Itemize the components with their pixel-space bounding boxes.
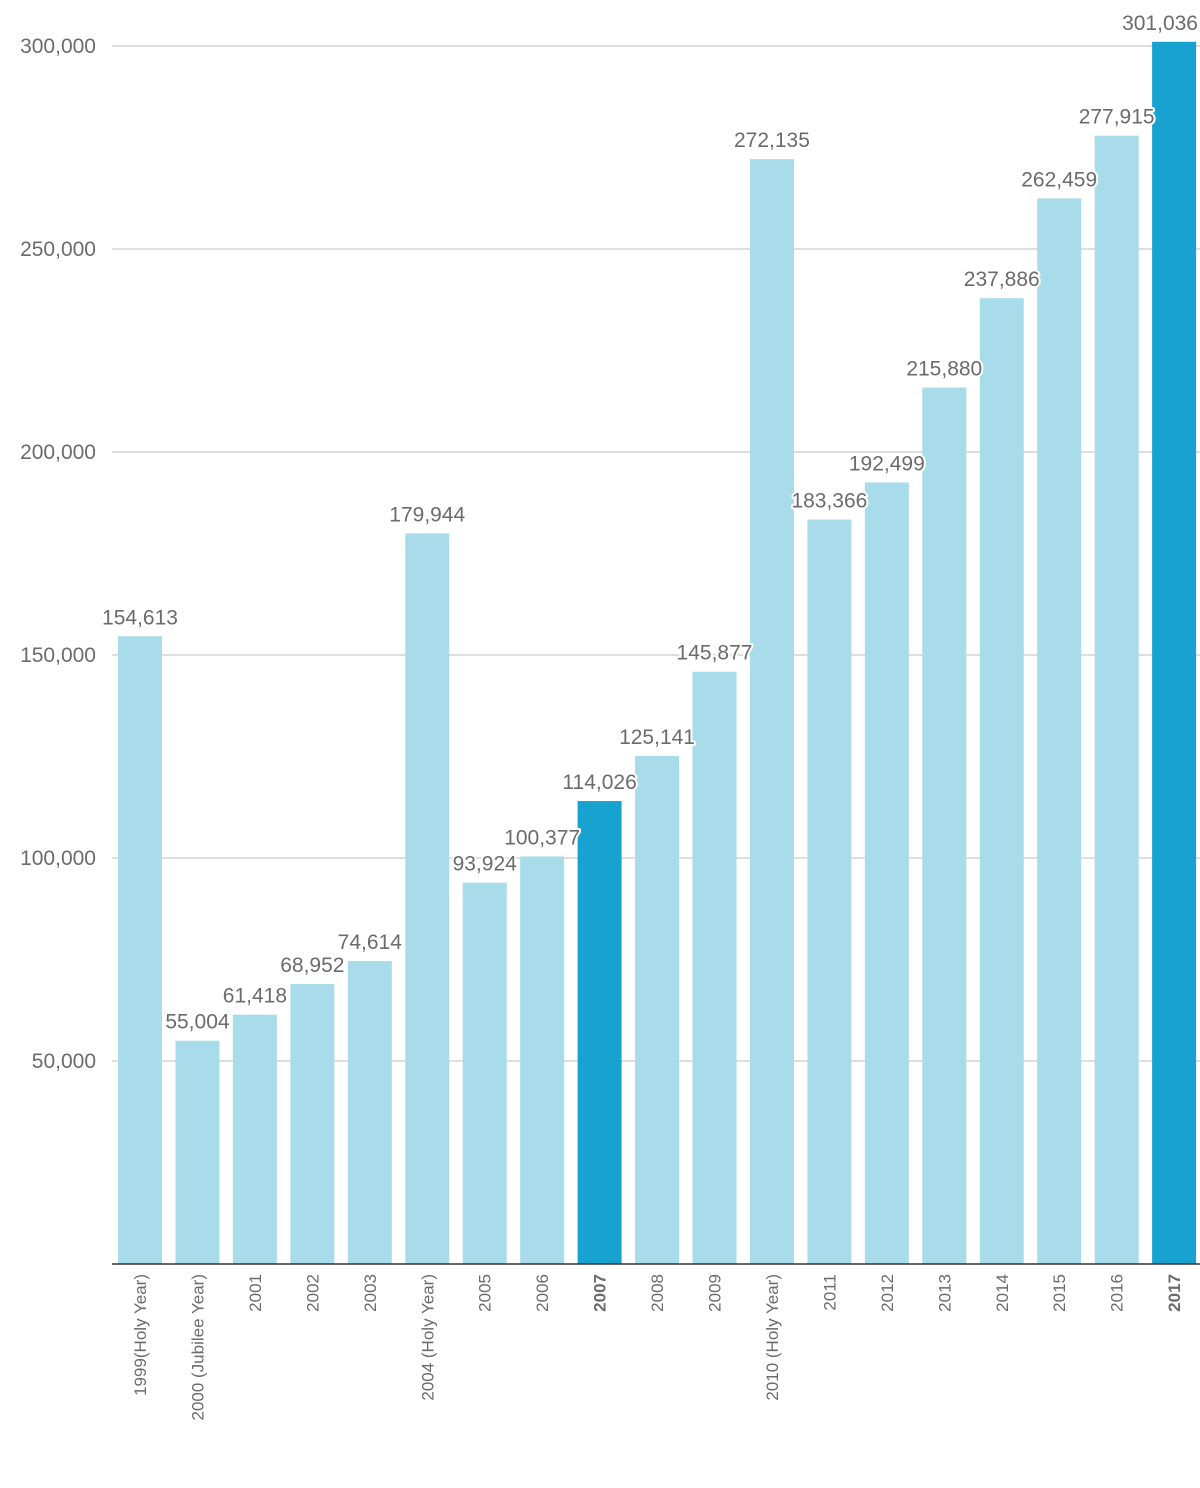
bar-2007	[577, 801, 622, 1264]
y-tick-label: 150,000	[20, 644, 96, 667]
value-label: 192,499	[849, 452, 925, 475]
bar-2015	[1037, 198, 1082, 1264]
value-label: 272,135	[734, 129, 810, 152]
x-tick-label: 2001	[246, 1274, 265, 1312]
x-tick-label: 2003	[361, 1274, 380, 1312]
bar-2016	[1094, 135, 1139, 1265]
x-tick-label: 2015	[1050, 1274, 1069, 1312]
bar-2000	[175, 1040, 220, 1264]
y-tick-label: 50,000	[32, 1050, 96, 1073]
value-label: 100,377	[504, 826, 580, 849]
bar-2002	[290, 984, 335, 1264]
y-axis-ticks: 50,000 100,000 150,000 200,000 250,000 300,00…	[20, 35, 96, 1073]
y-tick-label: 200,000	[20, 441, 96, 464]
y-tick-label: 300,000	[20, 35, 96, 58]
x-axis-labels: 1999(Holy Year) 2000 (Jubilee Year) 2001 20…	[131, 1274, 1184, 1421]
bar-2005	[462, 882, 507, 1264]
x-tick-label: 2007	[591, 1274, 610, 1312]
y-tick-label: 100,000	[20, 847, 96, 870]
value-label: 301,036	[1122, 12, 1198, 35]
x-tick-label: 2005	[476, 1274, 495, 1312]
value-label: 68,952	[280, 954, 344, 977]
x-tick-label: 2017	[1165, 1274, 1184, 1312]
bar-2008	[635, 755, 680, 1264]
bar-2003	[347, 961, 392, 1264]
value-label: 93,924	[453, 853, 518, 876]
value-label: 237,886	[964, 268, 1040, 291]
bar-2011	[807, 519, 852, 1264]
value-label: 262,459	[1021, 168, 1097, 191]
bar-2014	[979, 298, 1024, 1264]
bar-2012	[864, 482, 909, 1264]
x-tick-label: 2016	[1108, 1274, 1127, 1312]
value-label: 179,944	[389, 503, 465, 526]
x-tick-label: 2006	[533, 1274, 552, 1312]
bar-2017	[1152, 41, 1197, 1265]
value-label: 74,614	[338, 931, 403, 954]
x-tick-label: 2012	[878, 1274, 897, 1312]
x-tick-label: 2004 (Holy Year)	[418, 1274, 437, 1401]
x-tick-label: 1999(Holy Year)	[131, 1274, 150, 1396]
x-tick-label: 2009	[706, 1274, 725, 1312]
x-tick-label: 2002	[303, 1274, 322, 1312]
bars	[118, 41, 1197, 1265]
x-tick-label: 2008	[648, 1274, 667, 1312]
x-tick-label: 2011	[820, 1274, 839, 1311]
bar-2013	[922, 387, 967, 1264]
value-label: 125,141	[619, 726, 695, 749]
bar-2004	[405, 533, 450, 1264]
value-label: 55,004	[165, 1011, 230, 1034]
bar-2001	[232, 1014, 277, 1264]
value-label: 114,026	[562, 771, 636, 794]
value-label: 183,366	[791, 490, 867, 513]
value-label: 61,418	[223, 985, 287, 1008]
bar-2010	[749, 159, 794, 1265]
value-label: 215,880	[906, 358, 982, 381]
bar-1999	[118, 636, 162, 1264]
value-label: 154,613	[102, 606, 178, 629]
x-tick-label: 2013	[935, 1274, 954, 1312]
bar-2009	[692, 671, 737, 1264]
x-tick-label: 2014	[993, 1274, 1012, 1312]
value-label: 145,877	[677, 642, 753, 665]
y-tick-label: 250,000	[20, 238, 96, 261]
x-tick-label: 2000 (Jubilee Year)	[188, 1274, 207, 1421]
bar-2006	[520, 856, 565, 1264]
x-tick-label: 2010 (Holy Year)	[763, 1274, 782, 1401]
value-label: 277,915	[1079, 106, 1155, 129]
